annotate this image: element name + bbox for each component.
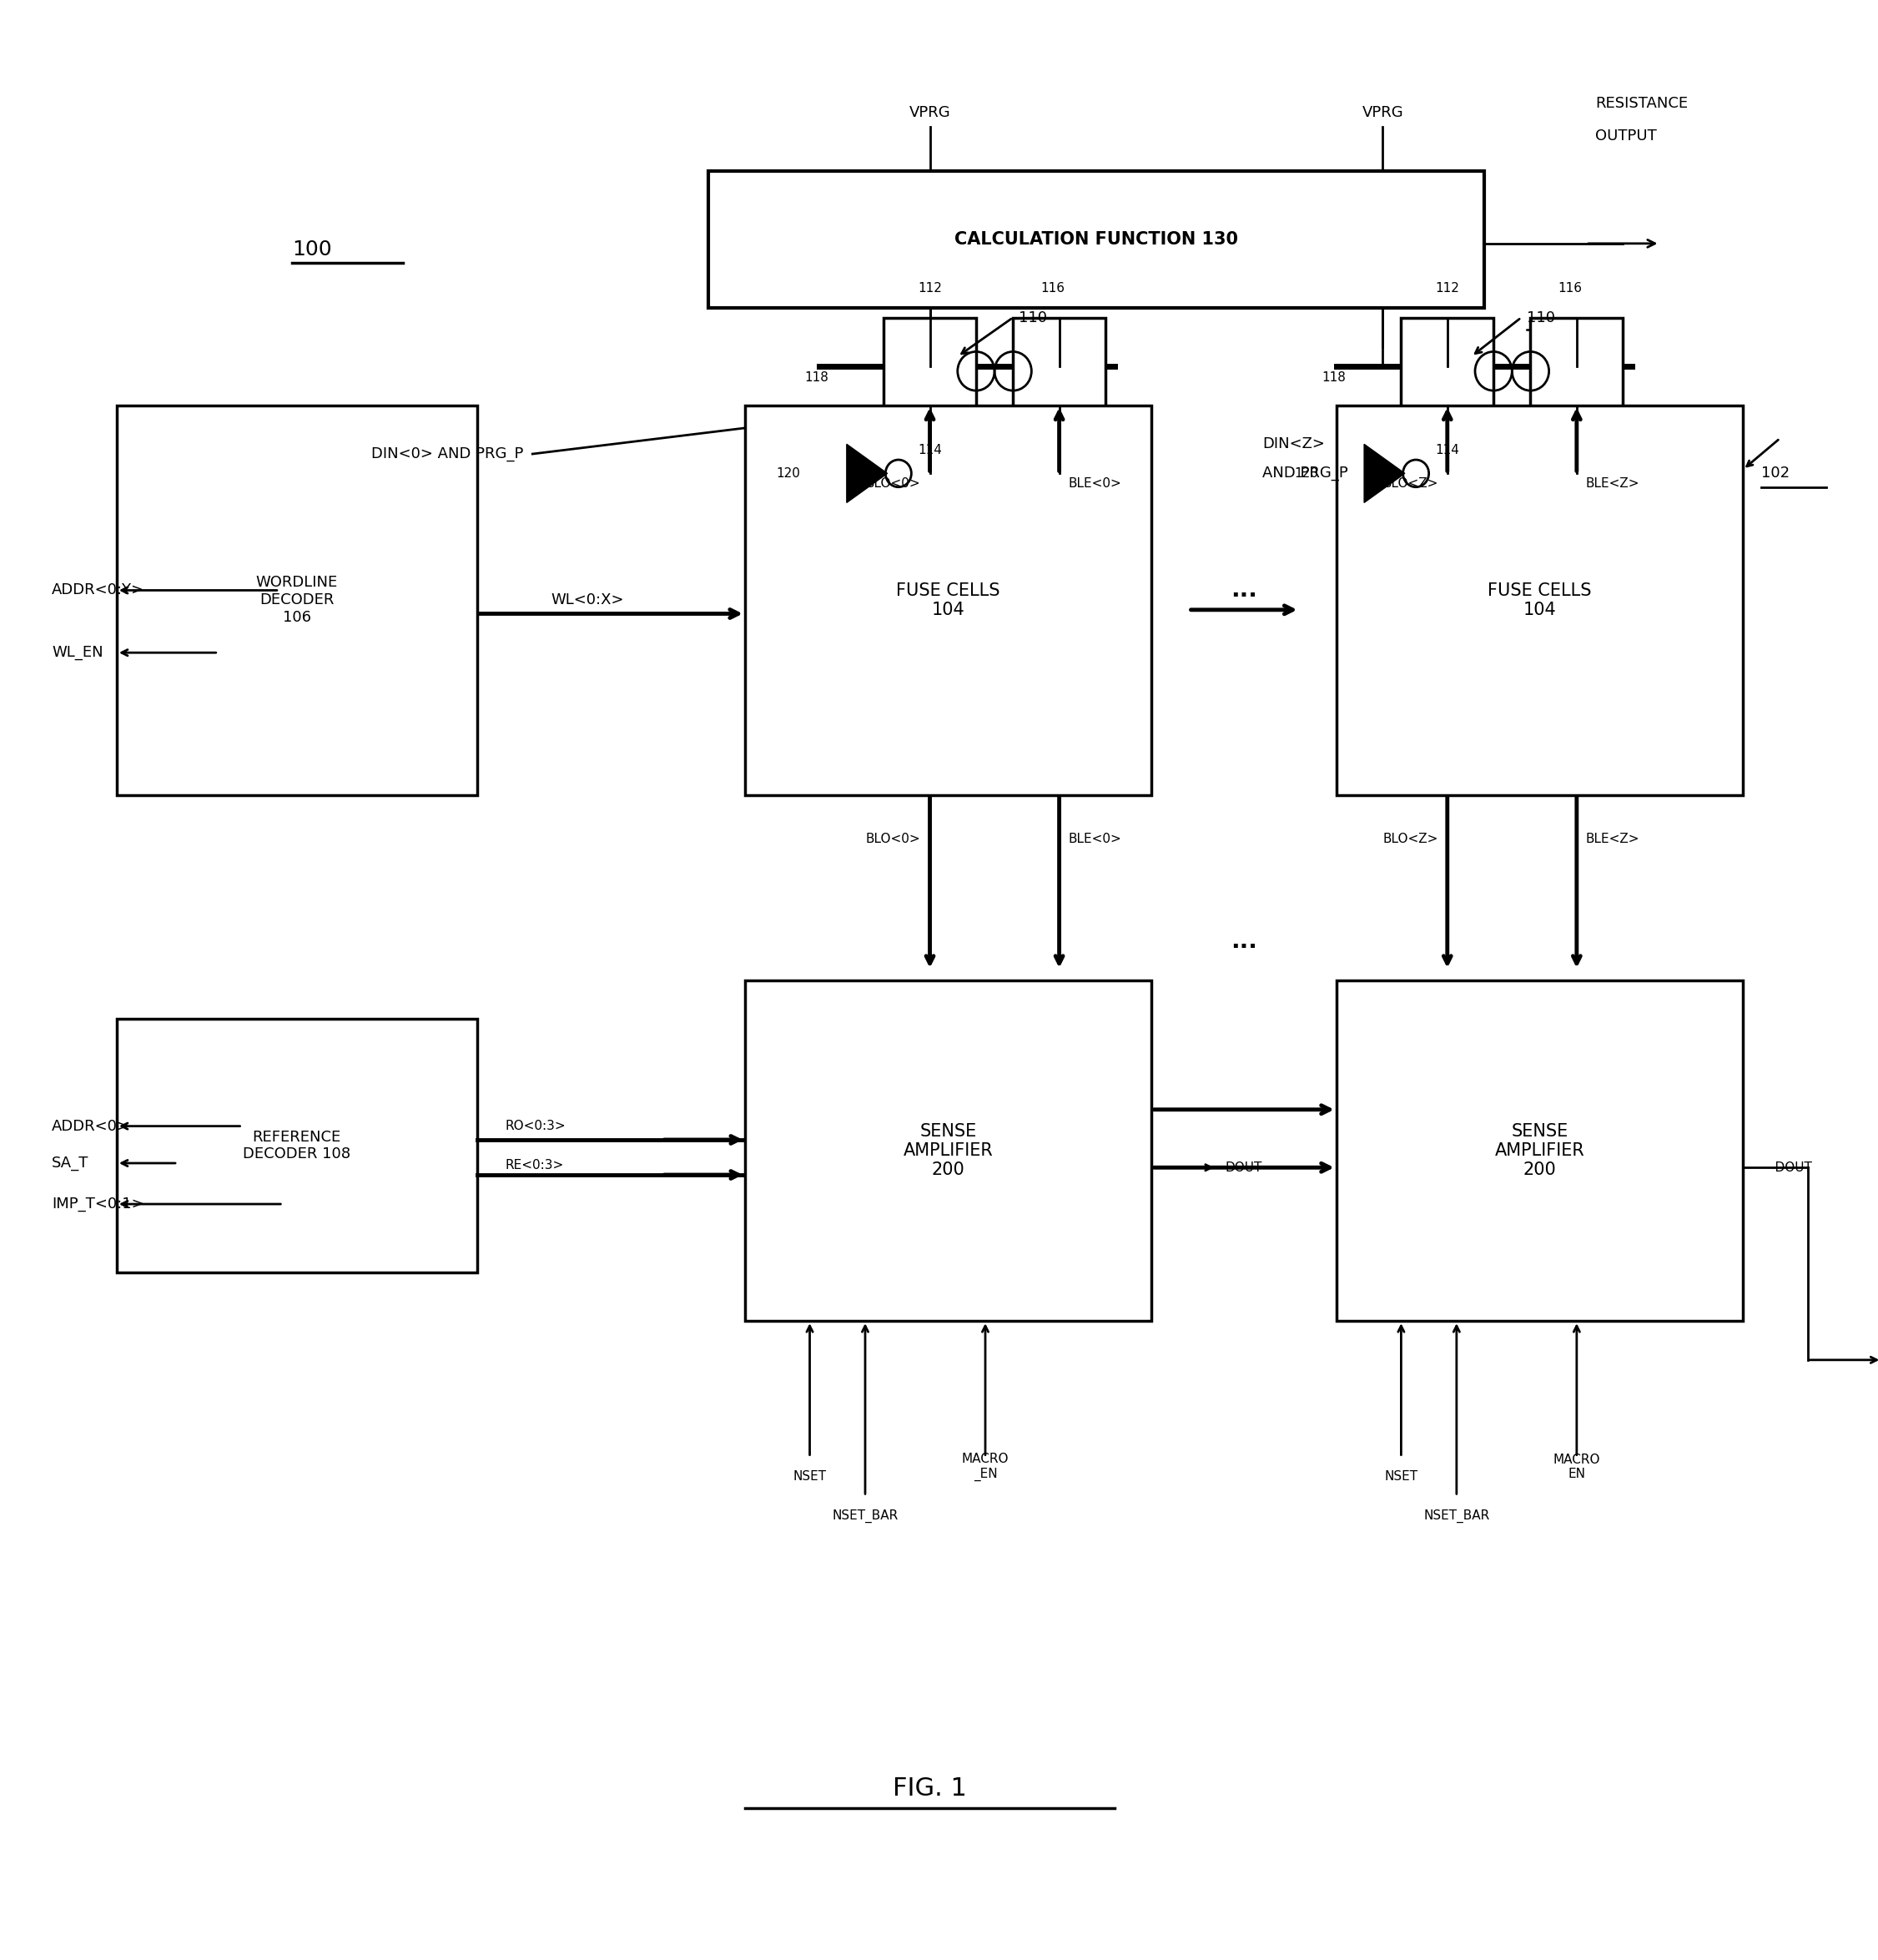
Text: AND PRG_P: AND PRG_P — [1262, 466, 1348, 480]
Text: 110: 110 — [1018, 310, 1046, 325]
Text: ...: ... — [1230, 578, 1258, 602]
Text: BLO<0>: BLO<0> — [866, 476, 920, 490]
Text: WL<0:X>: WL<0:X> — [550, 592, 623, 608]
Text: ...: ... — [1230, 929, 1258, 953]
Text: 114: 114 — [1435, 443, 1459, 457]
Text: 114: 114 — [918, 443, 943, 457]
Text: 110: 110 — [1527, 310, 1555, 325]
Text: 112: 112 — [1435, 282, 1459, 294]
Text: VPRG: VPRG — [1362, 106, 1403, 120]
Text: OUTPUT: OUTPUT — [1594, 129, 1656, 143]
FancyBboxPatch shape — [746, 406, 1151, 796]
Text: BLO<Z>: BLO<Z> — [1382, 476, 1439, 490]
Text: IMP_T<0:1>: IMP_T<0:1> — [53, 1196, 145, 1211]
Text: 112: 112 — [918, 282, 943, 294]
Text: RESISTANCE: RESISTANCE — [1594, 96, 1688, 110]
Text: REFERENCE
DECODER 108: REFERENCE DECODER 108 — [242, 1129, 351, 1162]
FancyBboxPatch shape — [708, 171, 1484, 308]
Text: NSET_BAR: NSET_BAR — [1424, 1509, 1489, 1523]
FancyBboxPatch shape — [116, 406, 477, 796]
Text: -DOUT: -DOUT — [1771, 1160, 1812, 1174]
Text: BLE<0>: BLE<0> — [1069, 833, 1121, 845]
Polygon shape — [1363, 445, 1405, 502]
Text: 120: 120 — [1294, 466, 1318, 480]
FancyBboxPatch shape — [1401, 318, 1493, 425]
Text: NSET: NSET — [793, 1470, 826, 1484]
Text: FUSE CELLS
104: FUSE CELLS 104 — [896, 582, 1001, 617]
Text: DOUT: DOUT — [1226, 1160, 1262, 1174]
Text: DIN<Z>: DIN<Z> — [1262, 437, 1326, 451]
Text: VPRG: VPRG — [909, 106, 950, 120]
Text: BLE<Z>: BLE<Z> — [1585, 833, 1639, 845]
Text: 116: 116 — [1040, 282, 1065, 294]
Text: ADDR<0:Y>: ADDR<0:Y> — [53, 582, 145, 598]
FancyBboxPatch shape — [885, 318, 977, 425]
Text: 100: 100 — [293, 239, 332, 259]
Text: RO<0:3>: RO<0:3> — [505, 1119, 565, 1133]
Polygon shape — [847, 445, 886, 502]
Text: MACRO
_EN: MACRO _EN — [962, 1452, 1008, 1482]
Text: FUSE CELLS
104: FUSE CELLS 104 — [1487, 582, 1593, 617]
Text: SA_T: SA_T — [53, 1156, 88, 1170]
Text: DIN<0> AND PRG_P: DIN<0> AND PRG_P — [372, 447, 524, 461]
FancyBboxPatch shape — [746, 980, 1151, 1321]
Text: RE<0:3>: RE<0:3> — [505, 1158, 563, 1172]
Text: ADDR<0>: ADDR<0> — [53, 1119, 130, 1133]
Text: MACRO
EN: MACRO EN — [1553, 1454, 1600, 1480]
FancyBboxPatch shape — [1012, 318, 1106, 425]
Text: 102: 102 — [1762, 466, 1790, 480]
Text: FIG. 1: FIG. 1 — [892, 1776, 967, 1801]
Text: BLO<0>: BLO<0> — [866, 833, 920, 845]
FancyBboxPatch shape — [1337, 406, 1743, 796]
Text: WORDLINE
DECODER
106: WORDLINE DECODER 106 — [255, 574, 338, 625]
Text: WL_EN: WL_EN — [53, 645, 103, 661]
Text: NSET: NSET — [1384, 1470, 1418, 1484]
Text: 116: 116 — [1559, 282, 1583, 294]
Text: BLO<Z>: BLO<Z> — [1382, 833, 1439, 845]
Text: BLE<0>: BLE<0> — [1069, 476, 1121, 490]
Text: 118: 118 — [1322, 372, 1347, 384]
Text: CALCULATION FUNCTION 130: CALCULATION FUNCTION 130 — [954, 231, 1238, 249]
Text: NSET_BAR: NSET_BAR — [832, 1509, 898, 1523]
FancyBboxPatch shape — [1337, 980, 1743, 1321]
FancyBboxPatch shape — [116, 1019, 477, 1272]
Text: BLE<Z>: BLE<Z> — [1585, 476, 1639, 490]
FancyBboxPatch shape — [1531, 318, 1623, 425]
Text: 118: 118 — [804, 372, 828, 384]
Text: SENSE
AMPLIFIER
200: SENSE AMPLIFIER 200 — [903, 1123, 993, 1178]
Text: 120: 120 — [776, 466, 800, 480]
Text: SENSE
AMPLIFIER
200: SENSE AMPLIFIER 200 — [1495, 1123, 1585, 1178]
